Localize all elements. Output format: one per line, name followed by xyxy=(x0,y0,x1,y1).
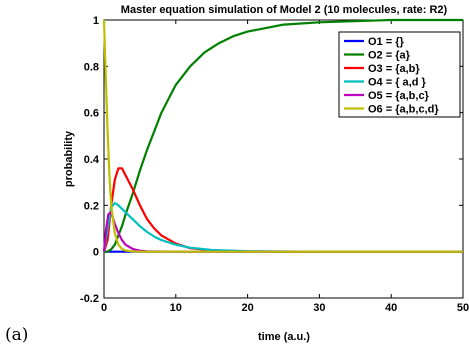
x-tick-label: 10 xyxy=(170,302,182,314)
legend-entry: O3 = {a,b} xyxy=(368,63,420,75)
y-tick-label: 0 xyxy=(93,247,99,259)
y-tick-label: 0.4 xyxy=(84,154,100,166)
y-axis-label: probability xyxy=(63,130,75,187)
legend-entry: O1 = {} xyxy=(368,36,404,48)
legend-entry: O4 = { a,d } xyxy=(368,77,426,89)
y-tick-label: 1 xyxy=(93,15,99,27)
x-tick-label: 20 xyxy=(241,302,253,314)
legend: O1 = {} O2 = {a}O3 = {a,b} O4 = { a,d }O5 … xyxy=(338,31,461,118)
x-tick-label: 0 xyxy=(101,302,107,314)
y-tick-label: 0.8 xyxy=(84,61,99,73)
x-tick-label: 50 xyxy=(457,302,469,314)
series-line-6 xyxy=(102,19,463,253)
chart-title: Master equation simulation of Model 2 (1… xyxy=(121,4,448,16)
legend-entry: O2 = {a} xyxy=(368,50,411,62)
x-tick-label: 30 xyxy=(313,302,325,314)
y-tick-label: 0.6 xyxy=(84,108,99,120)
legend-box xyxy=(338,31,461,118)
legend-entry: O5 = {a,b,c} xyxy=(368,90,430,102)
y-tick-label: -0.2 xyxy=(80,293,99,305)
x-axis-label: time (a.u.) xyxy=(258,331,310,343)
legend-entry: O6 = {a,b,c,d} xyxy=(368,104,439,116)
y-tick-label: 0.2 xyxy=(84,200,99,212)
x-tick-label: 40 xyxy=(385,302,397,314)
panel-label: (a) xyxy=(5,325,29,345)
